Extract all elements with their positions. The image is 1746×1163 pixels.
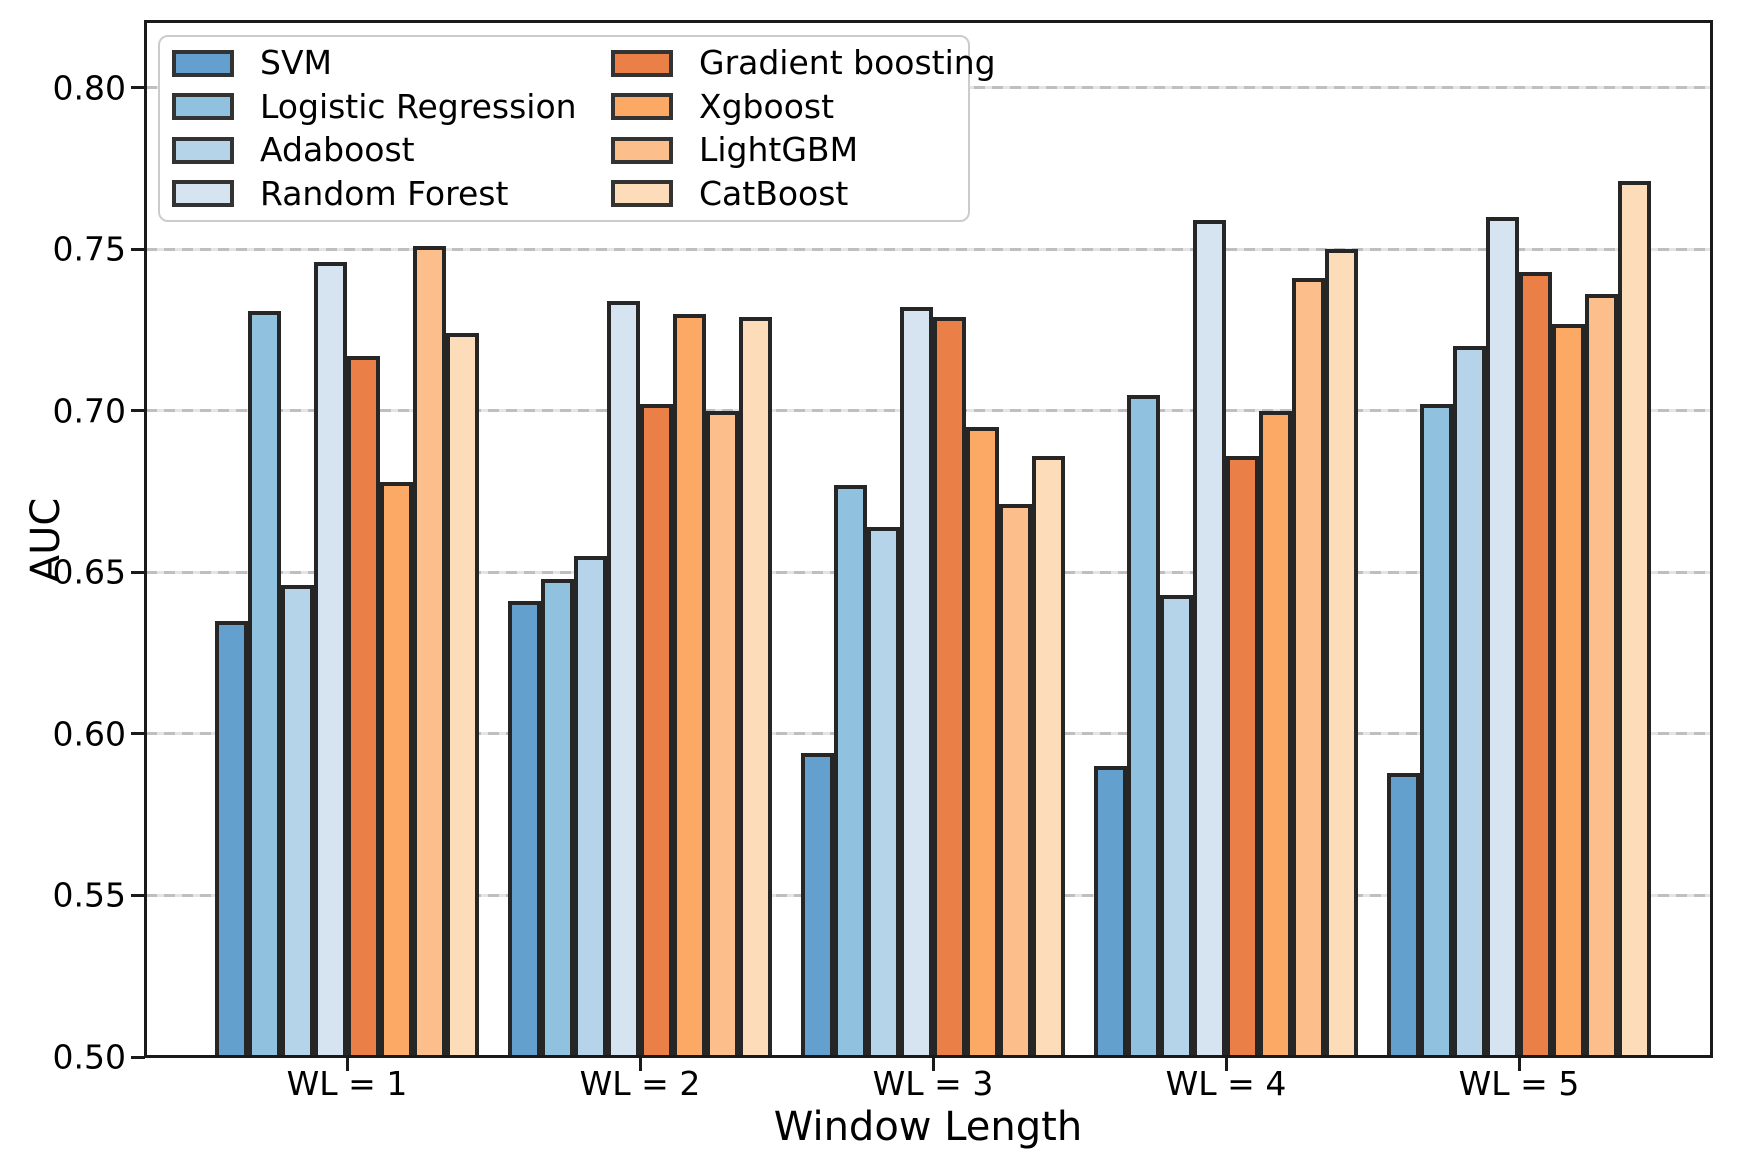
x-tick-mark-5 bbox=[1517, 1057, 1521, 1071]
gridline-0.75 bbox=[146, 247, 1711, 251]
y-tick-mark-0.55 bbox=[131, 893, 145, 897]
legend-item-random-forest: Random Forest bbox=[172, 173, 509, 213]
legend-item-catboost: CatBoost bbox=[611, 173, 849, 213]
bar-logistic-regression-wl5 bbox=[1420, 404, 1453, 1057]
x-tick-mark-1 bbox=[345, 1057, 349, 1071]
legend-label-adaboost: Adaboost bbox=[260, 130, 415, 169]
bar-adaboost-wl1 bbox=[281, 585, 314, 1057]
y-tick-label-0.80: 0.80 bbox=[52, 68, 126, 108]
bar-svm-wl1 bbox=[215, 620, 248, 1057]
y-tick-mark-0.75 bbox=[131, 247, 145, 251]
bar-gradient-boosting-wl4 bbox=[1226, 455, 1259, 1057]
bar-gradient-boosting-wl2 bbox=[640, 404, 673, 1057]
legend-swatch-adaboost bbox=[172, 136, 234, 164]
legend-label-xgboost: Xgboost bbox=[699, 86, 835, 126]
bar-xgboost-wl2 bbox=[673, 313, 706, 1057]
y-tick-label-0.60: 0.60 bbox=[52, 714, 126, 754]
legend-label-logistic-regression: Logistic Regression bbox=[260, 86, 577, 126]
legend-swatch-lightgbm bbox=[611, 136, 673, 164]
bar-catboost-wl2 bbox=[739, 317, 772, 1057]
x-axis-title: Window Length bbox=[773, 1104, 1083, 1150]
x-tick-mark-4 bbox=[1224, 1057, 1228, 1071]
legend-item-logistic-regression: Logistic Regression bbox=[172, 86, 577, 126]
bar-svm-wl3 bbox=[801, 753, 834, 1057]
bar-adaboost-wl2 bbox=[574, 556, 607, 1057]
axis-spine-right bbox=[1710, 20, 1713, 1058]
bar-lightgbm-wl1 bbox=[413, 245, 446, 1057]
y-tick-mark-0.70 bbox=[131, 409, 145, 413]
bar-svm-wl5 bbox=[1387, 772, 1420, 1057]
bar-catboost-wl1 bbox=[446, 333, 479, 1057]
bar-lightgbm-wl2 bbox=[706, 410, 739, 1057]
legend-swatch-catboost bbox=[611, 180, 673, 207]
bar-catboost-wl4 bbox=[1325, 249, 1358, 1057]
y-tick-label-0.70: 0.70 bbox=[52, 391, 126, 431]
x-tick-mark-2 bbox=[638, 1057, 642, 1071]
y-axis-title: AUC bbox=[23, 497, 69, 583]
bar-random-forest-wl5 bbox=[1486, 216, 1519, 1057]
bar-logistic-regression-wl1 bbox=[248, 310, 281, 1057]
bar-random-forest-wl3 bbox=[900, 307, 933, 1057]
bar-lightgbm-wl5 bbox=[1585, 294, 1618, 1057]
axis-spine-left bbox=[144, 20, 147, 1058]
bar-adaboost-wl5 bbox=[1453, 346, 1486, 1057]
legend-label-catboost: CatBoost bbox=[699, 173, 849, 213]
legend: SVM Logistic Regression Adaboost Random For… bbox=[158, 35, 996, 222]
legend-label-random-forest: Random Forest bbox=[260, 173, 509, 213]
bar-xgboost-wl5 bbox=[1552, 323, 1585, 1057]
legend-swatch-gradient-boosting bbox=[611, 49, 673, 77]
y-tick-mark-0.50 bbox=[131, 1055, 145, 1059]
legend-swatch-svm bbox=[172, 49, 234, 77]
legend-item-svm: SVM bbox=[172, 45, 332, 81]
bar-catboost-wl5 bbox=[1618, 181, 1651, 1057]
legend-item-gradient-boosting: Gradient boosting bbox=[611, 45, 996, 81]
bar-random-forest-wl2 bbox=[607, 300, 640, 1057]
bar-xgboost-wl1 bbox=[380, 481, 413, 1057]
bar-logistic-regression-wl3 bbox=[834, 485, 867, 1057]
legend-swatch-random-forest bbox=[172, 180, 234, 207]
legend-item-adaboost: Adaboost bbox=[172, 132, 415, 168]
bar-xgboost-wl4 bbox=[1259, 410, 1292, 1057]
x-tick-mark-3 bbox=[931, 1057, 935, 1071]
bar-adaboost-wl3 bbox=[867, 527, 900, 1057]
legend-item-lightgbm: LightGBM bbox=[611, 132, 858, 168]
bar-random-forest-wl1 bbox=[314, 262, 347, 1057]
bar-logistic-regression-wl4 bbox=[1127, 394, 1160, 1057]
y-tick-mark-0.60 bbox=[131, 732, 145, 736]
bar-logistic-regression-wl2 bbox=[541, 578, 574, 1057]
legend-label-lightgbm: LightGBM bbox=[699, 130, 859, 169]
bar-xgboost-wl3 bbox=[966, 426, 999, 1057]
y-tick-mark-0.65 bbox=[131, 570, 145, 574]
bar-random-forest-wl4 bbox=[1193, 220, 1226, 1057]
legend-swatch-logistic-regression bbox=[172, 93, 234, 120]
bar-svm-wl4 bbox=[1094, 766, 1127, 1057]
y-tick-label-0.55: 0.55 bbox=[52, 875, 126, 915]
axis-spine-bottom bbox=[144, 1055, 1713, 1058]
legend-label-svm: SVM bbox=[260, 43, 332, 82]
axis-spine-top bbox=[144, 20, 1713, 23]
bar-svm-wl2 bbox=[508, 601, 541, 1057]
bar-lightgbm-wl4 bbox=[1292, 278, 1325, 1057]
bar-gradient-boosting-wl3 bbox=[933, 317, 966, 1057]
bar-gradient-boosting-wl5 bbox=[1519, 271, 1552, 1057]
y-tick-mark-0.80 bbox=[131, 86, 145, 90]
y-tick-label-0.65: 0.65 bbox=[52, 552, 126, 592]
bar-lightgbm-wl3 bbox=[999, 504, 1032, 1057]
y-tick-label-0.75: 0.75 bbox=[52, 229, 126, 269]
y-tick-label-0.50: 0.50 bbox=[52, 1037, 126, 1077]
legend-item-xgboost: Xgboost bbox=[611, 86, 835, 126]
legend-label-gradient-boosting: Gradient boosting bbox=[699, 43, 996, 82]
bar-gradient-boosting-wl1 bbox=[347, 355, 380, 1057]
legend-swatch-xgboost bbox=[611, 93, 673, 120]
bar-adaboost-wl4 bbox=[1160, 594, 1193, 1057]
bar-catboost-wl3 bbox=[1032, 455, 1065, 1057]
